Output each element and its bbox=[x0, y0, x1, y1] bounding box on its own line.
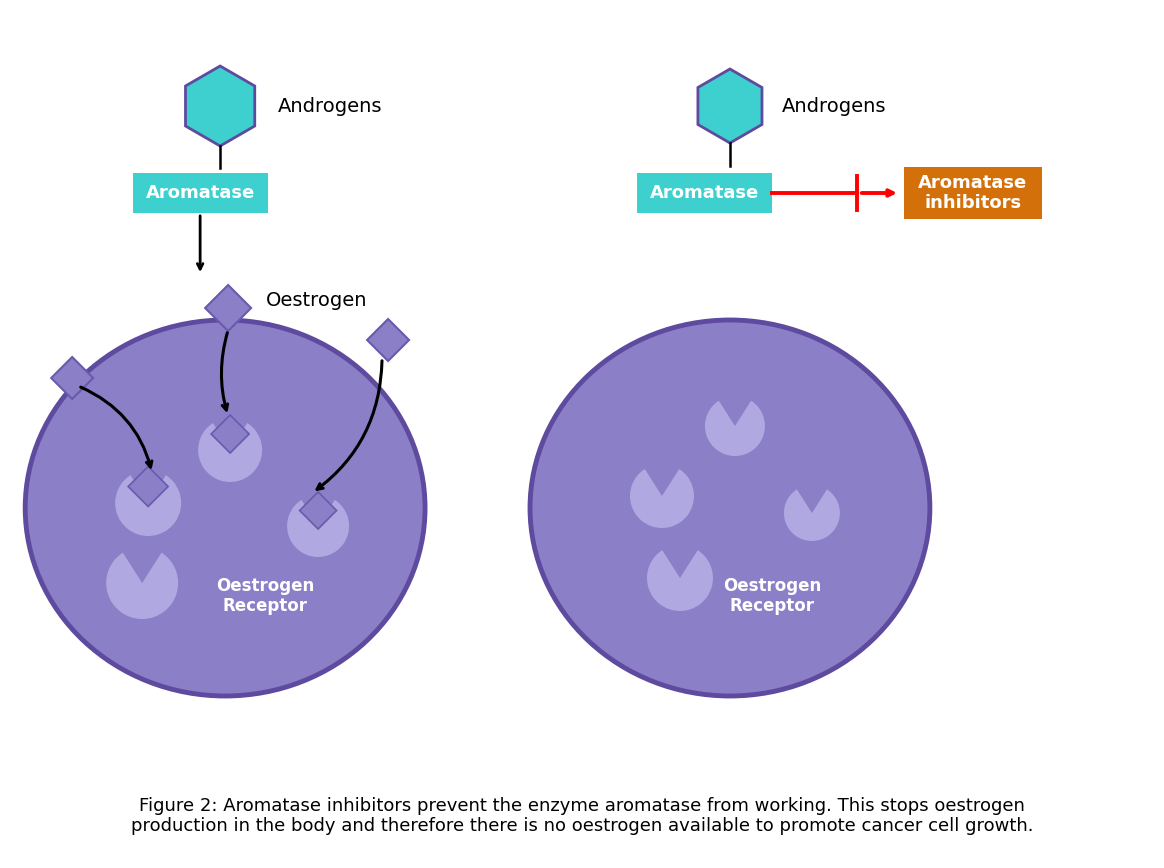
Wedge shape bbox=[106, 553, 178, 619]
Polygon shape bbox=[698, 69, 762, 143]
Text: Aromatase: Aromatase bbox=[146, 184, 255, 202]
Wedge shape bbox=[705, 401, 765, 456]
Polygon shape bbox=[51, 357, 93, 399]
FancyBboxPatch shape bbox=[638, 173, 773, 213]
Text: Oestrogen
Receptor: Oestrogen Receptor bbox=[723, 576, 821, 615]
Wedge shape bbox=[783, 490, 840, 541]
Text: Androgens: Androgens bbox=[782, 96, 887, 115]
Polygon shape bbox=[367, 319, 409, 361]
Wedge shape bbox=[647, 550, 714, 611]
Ellipse shape bbox=[26, 320, 425, 696]
Text: Figure 2: Aromatase inhibitors prevent the enzyme aromatase from working. This s: Figure 2: Aromatase inhibitors prevent t… bbox=[130, 797, 1034, 835]
Wedge shape bbox=[115, 475, 182, 536]
Text: Aromatase: Aromatase bbox=[651, 184, 760, 202]
Polygon shape bbox=[128, 466, 168, 507]
Text: Oestrogen: Oestrogen bbox=[267, 291, 368, 310]
Polygon shape bbox=[185, 66, 255, 146]
FancyBboxPatch shape bbox=[904, 167, 1042, 219]
Polygon shape bbox=[299, 492, 336, 529]
Polygon shape bbox=[205, 285, 251, 331]
Wedge shape bbox=[288, 500, 349, 557]
Ellipse shape bbox=[530, 320, 930, 696]
Text: Aromatase
inhibitors: Aromatase inhibitors bbox=[918, 174, 1028, 213]
FancyBboxPatch shape bbox=[133, 173, 268, 213]
Text: Oestrogen
Receptor: Oestrogen Receptor bbox=[217, 576, 314, 615]
Wedge shape bbox=[630, 469, 694, 528]
Wedge shape bbox=[198, 423, 262, 482]
Polygon shape bbox=[211, 415, 249, 453]
Text: Androgens: Androgens bbox=[278, 96, 383, 115]
